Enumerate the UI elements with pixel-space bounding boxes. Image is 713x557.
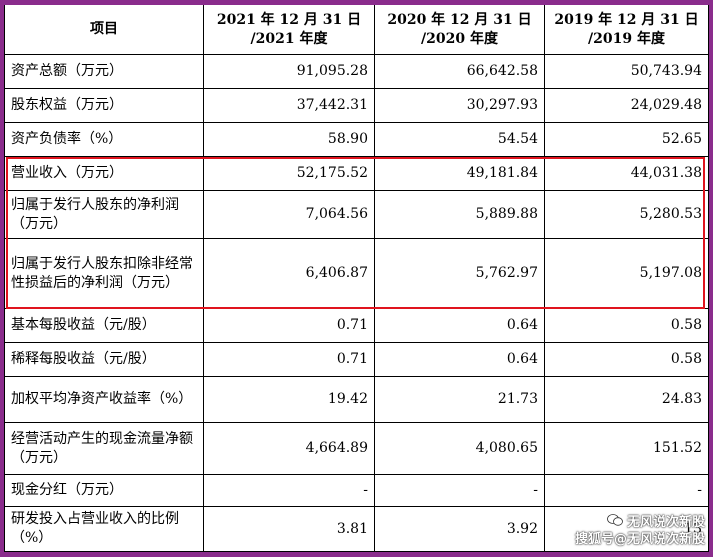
header-2019: 2019 年 12 月 31 日/2019 年度 [545,5,709,55]
table-row: 股东权益（万元） 37,442.31 30,297.93 24,029.48 [4,89,709,123]
table-row: 研发投入占营业收入的比例（%） 3.81 3.92 13 [4,507,709,552]
value-2019: 5,280.53 [545,191,709,239]
value-2019: 24.83 [545,377,709,423]
value-2019: 50,743.94 [545,55,709,89]
value-2021: 6,406.87 [204,239,375,309]
table-row: 现金分红（万元） - - - [4,475,709,507]
value-2019: 44,031.38 [545,157,709,191]
table-row: 经营活动产生的现金流量净额（万元） 4,664.89 4,080.65 151.… [4,423,709,475]
row-label: 归属于发行人股东扣除非经常性损益后的净利润（万元） [4,239,204,309]
row-label: 现金分红（万元） [4,475,204,507]
value-2021: 0.71 [204,309,375,343]
value-2019: 13 [545,507,709,552]
row-label: 稀释每股收益（元/股） [4,343,204,377]
value-2021: 37,442.31 [204,89,375,123]
table-row: 资产总额（万元） 91,095.28 66,642.58 50,743.94 [4,55,709,89]
watermark-line1: 无风说次新股 [626,515,705,530]
value-2020: 5,762.97 [375,239,545,309]
value-2019: 52.65 [545,123,709,157]
row-label: 研发投入占营业收入的比例（%） [4,507,204,552]
table-row: 营业收入（万元） 52,175.52 49,181.84 44,031.38 [4,157,709,191]
value-2020: 66,642.58 [375,55,545,89]
watermark: 无风说次新股 搜狐号@无风说次新股 [575,514,705,548]
value-2019: - [545,475,709,507]
header-2021: 2021 年 12 月 31 日/2021 年度 [204,5,375,55]
value-2021: 7,064.56 [204,191,375,239]
table-row: 归属于发行人股东的净利润（万元） 7,064.56 5,889.88 5,280… [4,191,709,239]
wechat-icon [607,514,623,531]
value-2021: - [204,475,375,507]
table-row: 加权平均净资产收益率（%） 19.42 21.73 24.83 [4,377,709,423]
table-row: 稀释每股收益（元/股） 0.71 0.64 0.58 [4,343,709,377]
row-label: 基本每股收益（元/股） [4,309,204,343]
table-header-row: 项目 2021 年 12 月 31 日/2021 年度 2020 年 12 月 … [4,5,709,55]
value-2020: 0.64 [375,343,545,377]
value-2020: 30,297.93 [375,89,545,123]
value-2021: 91,095.28 [204,55,375,89]
value-2021: 4,664.89 [204,423,375,475]
value-2019: 5,197.08 [545,239,709,309]
value-2019: 151.52 [545,423,709,475]
value-2021: 3.81 [204,507,375,552]
header-item: 项目 [4,5,204,55]
value-2021: 58.90 [204,123,375,157]
row-label: 资产负债率（%） [4,123,204,157]
row-label: 营业收入（万元） [4,157,204,191]
value-2020: 49,181.84 [375,157,545,191]
value-2020: 21.73 [375,377,545,423]
row-label: 股东权益（万元） [4,89,204,123]
table-row: 归属于发行人股东扣除非经常性损益后的净利润（万元） 6,406.87 5,762… [4,239,709,309]
value-2019: 0.58 [545,343,709,377]
value-2020: - [375,475,545,507]
watermark-line2: 搜狐号@无风说次新股 [574,532,705,547]
value-2020: 3.92 [375,507,545,552]
value-2021: 0.71 [204,343,375,377]
row-label: 资产总额（万元） [4,55,204,89]
header-2020: 2020 年 12 月 31 日/2020 年度 [375,5,545,55]
table-row: 基本每股收益（元/股） 0.71 0.64 0.58 [4,309,709,343]
table-row: 资产负债率（%） 58.90 54.54 52.65 [4,123,709,157]
value-2020: 0.64 [375,309,545,343]
financial-table: 项目 2021 年 12 月 31 日/2021 年度 2020 年 12 月 … [4,5,709,552]
row-label: 经营活动产生的现金流量净额（万元） [4,423,204,475]
row-label: 加权平均净资产收益率（%） [4,377,204,423]
value-2020: 54.54 [375,123,545,157]
value-2019: 0.58 [545,309,709,343]
value-2021: 19.42 [204,377,375,423]
value-2020: 4,080.65 [375,423,545,475]
value-2021: 52,175.52 [204,157,375,191]
value-2020: 5,889.88 [375,191,545,239]
row-label: 归属于发行人股东的净利润（万元） [4,191,204,239]
value-2019: 24,029.48 [545,89,709,123]
